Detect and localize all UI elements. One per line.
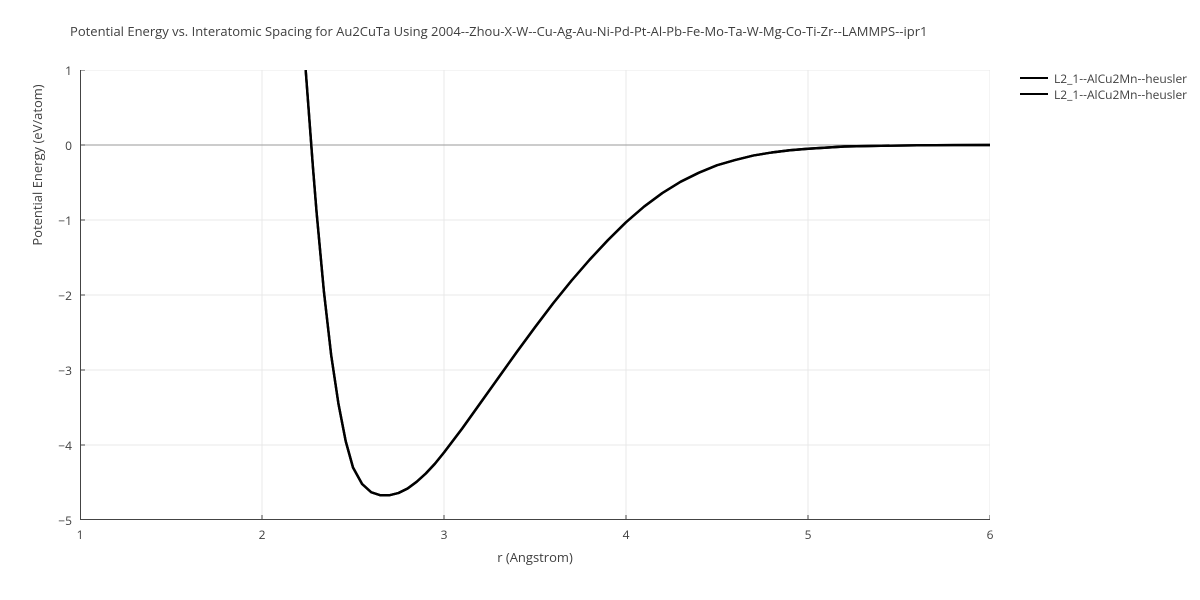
series-line-0[interactable] [306,70,990,495]
y-tick-label: −5 [58,512,72,529]
legend-label: L2_1--AlCu2Mn--heusler [1054,86,1187,103]
x-tick-label: 5 [788,526,828,543]
y-tick-label: −4 [58,437,72,454]
legend-label: L2_1--AlCu2Mn--heusler [1054,70,1187,87]
x-axis-label: r (Angstrom) [80,548,990,566]
legend[interactable]: L2_1--AlCu2Mn--heuslerL2_1--AlCu2Mn--heu… [1020,70,1187,102]
legend-swatch [1020,77,1048,79]
y-tick-label: −1 [58,212,72,229]
chart-title: Potential Energy vs. Interatomic Spacing… [70,22,1170,40]
plot-area[interactable] [80,70,990,520]
x-tick-label: 4 [606,526,646,543]
x-tick-label: 3 [424,526,464,543]
chart-container: Potential Energy vs. Interatomic Spacing… [0,0,1200,600]
x-tick-label: 2 [242,526,282,543]
series-line-1[interactable] [306,70,990,495]
x-tick-label: 6 [970,526,1010,543]
legend-entry[interactable]: L2_1--AlCu2Mn--heusler [1020,70,1187,86]
y-tick-label: 1 [65,62,72,79]
y-axis-label: Potential Energy (eV/atom) [28,0,46,390]
y-tick-label: −2 [58,287,72,304]
legend-swatch [1020,93,1048,95]
y-tick-label: −3 [58,362,72,379]
legend-entry[interactable]: L2_1--AlCu2Mn--heusler [1020,86,1187,102]
y-tick-label: 0 [65,137,72,154]
